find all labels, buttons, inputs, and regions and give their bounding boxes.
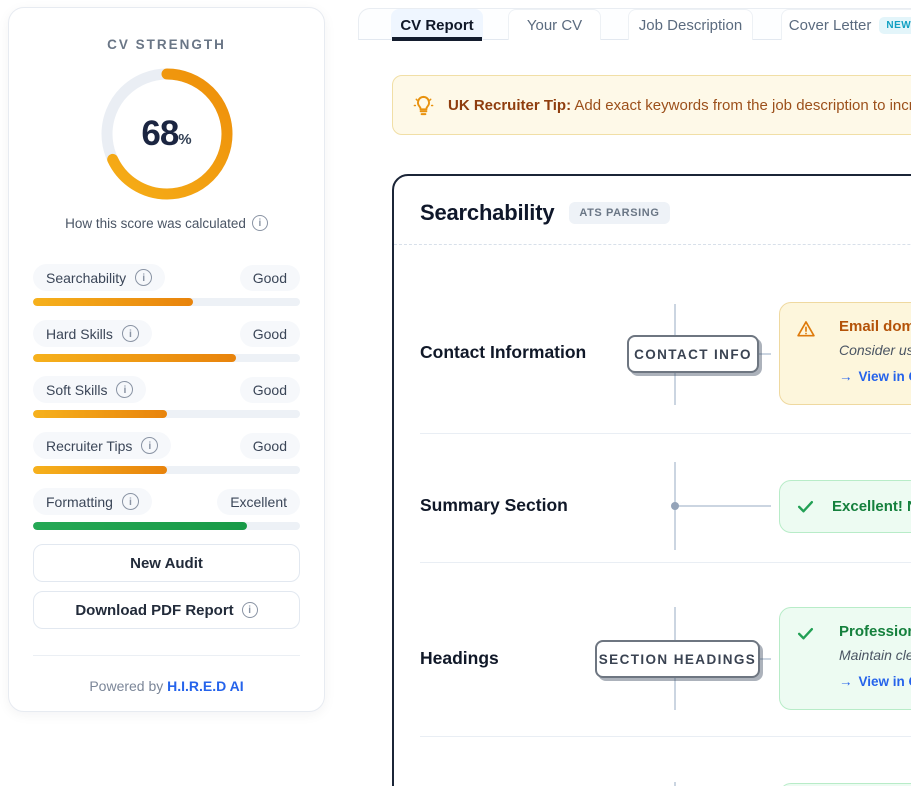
metric-rating-badge: Good	[239, 376, 300, 403]
warning-result-box: Email domain Consider using → View in CV	[779, 302, 911, 405]
metric-rating-badge: Good	[239, 264, 300, 291]
brand-name: H.I.R.E.D AI	[167, 678, 244, 694]
tab-your-cv[interactable]: Your CV	[508, 9, 601, 40]
row-divider	[420, 562, 911, 563]
new-badge: NEW	[879, 16, 911, 34]
result-note: Consider using	[839, 342, 911, 358]
cv-strength-card: CV STRENGTH 68 % How this score was calc…	[8, 7, 325, 712]
connector-stub	[759, 353, 771, 355]
report-row-summary-section: Summary Section Excellent! No	[394, 434, 911, 563]
tab-cover-letter[interactable]: Cover Letter NEW	[781, 9, 911, 40]
result-title: Excellent! No	[832, 498, 911, 515]
arrow-right-icon: →	[839, 674, 853, 689]
connector-line	[674, 782, 676, 786]
metric-recruiter-tips: Recruiter Tips i Good	[33, 432, 300, 474]
section-title: Searchability	[420, 200, 555, 225]
metric-label-pill: Searchability i	[33, 264, 166, 291]
metric-searchability: Searchability i Good	[33, 264, 300, 306]
info-icon[interactable]: i	[116, 381, 134, 398]
connector-line-horizontal	[676, 505, 771, 507]
cv-score-value: 68 %	[141, 114, 192, 153]
searchability-card: Searchability ATS PARSING Contact Inform…	[392, 174, 911, 786]
score-metrics-list: Searchability i Good Hard Skills i Good	[33, 264, 300, 530]
view-in-cv-link[interactable]: → View in CV	[839, 369, 911, 384]
tab-job-description[interactable]: Job Description	[628, 9, 753, 40]
connector-stub	[760, 658, 771, 660]
metric-bar	[33, 522, 300, 530]
metric-label-pill: Soft Skills i	[33, 376, 147, 403]
success-result-box: Excellent! No	[779, 480, 911, 533]
info-icon[interactable]: i	[141, 437, 159, 454]
report-row-partial	[394, 737, 911, 786]
metric-label-pill: Recruiter Tips i	[33, 432, 172, 459]
active-tab-underline	[392, 37, 482, 41]
lightbulb-icon	[413, 95, 434, 115]
metric-label-pill: Formatting i	[33, 488, 152, 515]
recruiter-tip-banner: UK Recruiter Tip: Add exact keywords fro…	[392, 75, 911, 135]
report-row-contact-information: Contact Information CONTACT INFO Email d…	[394, 245, 911, 434]
tip-text: UK Recruiter Tip: Add exact keywords fro…	[448, 96, 911, 114]
connector-dot	[671, 502, 679, 510]
metric-hard-skills: Hard Skills i Good	[33, 320, 300, 362]
check-icon	[797, 627, 814, 640]
view-in-cv-link[interactable]: → View in CV	[839, 674, 911, 689]
cv-score-arc	[101, 68, 232, 200]
metric-soft-skills: Soft Skills i Good	[33, 376, 300, 418]
metric-bar	[33, 466, 300, 474]
arrow-right-icon: →	[839, 369, 853, 384]
check-icon	[797, 500, 814, 513]
warning-triangle-icon	[797, 321, 815, 337]
info-icon[interactable]: i	[135, 269, 153, 286]
report-row-headings: Headings SECTION HEADINGS Professional M…	[394, 563, 911, 737]
metric-bar	[33, 410, 300, 418]
metric-rating-badge: Good	[239, 432, 300, 459]
metric-rating-badge: Good	[239, 320, 300, 347]
metric-bar	[33, 298, 300, 306]
row-divider	[420, 433, 911, 434]
info-icon[interactable]: i	[241, 602, 258, 618]
score-explainer-link[interactable]: How this score was calculated i	[33, 215, 300, 231]
ats-parsing-badge: ATS PARSING	[569, 202, 670, 224]
cv-strength-title: CV STRENGTH	[107, 37, 226, 52]
powered-by: Powered by H.I.R.E.D AI	[89, 678, 244, 694]
result-note: Maintain clear	[839, 647, 911, 663]
download-pdf-button[interactable]: Download PDF Report i	[33, 591, 300, 629]
metric-label-pill: Hard Skills i	[33, 320, 152, 347]
searchability-header: Searchability ATS PARSING	[394, 176, 911, 245]
metric-bar	[33, 354, 300, 362]
metric-formatting: Formatting i Excellent	[33, 488, 300, 530]
cv-score-gauge: 68 %	[99, 66, 235, 202]
contact-info-tag: CONTACT INFO	[627, 335, 759, 373]
result-title: Email domain	[839, 318, 911, 335]
sidebar-divider	[33, 655, 300, 656]
info-icon[interactable]: i	[121, 493, 139, 510]
success-result-box: Professional Maintain clear → View in CV	[779, 607, 911, 710]
info-icon[interactable]: i	[251, 215, 268, 231]
result-title: Professional	[839, 623, 911, 640]
tab-cv-report[interactable]: CV Report	[391, 9, 483, 41]
report-tabbar: CV Report Your CV Job Description Cover …	[358, 8, 911, 41]
section-headings-tag: SECTION HEADINGS	[595, 640, 760, 678]
info-icon[interactable]: i	[121, 325, 139, 342]
metric-rating-badge: Excellent	[217, 488, 300, 515]
row-divider	[420, 736, 911, 737]
cv-score-ring	[101, 68, 232, 200]
new-audit-button[interactable]: New Audit	[33, 544, 300, 582]
